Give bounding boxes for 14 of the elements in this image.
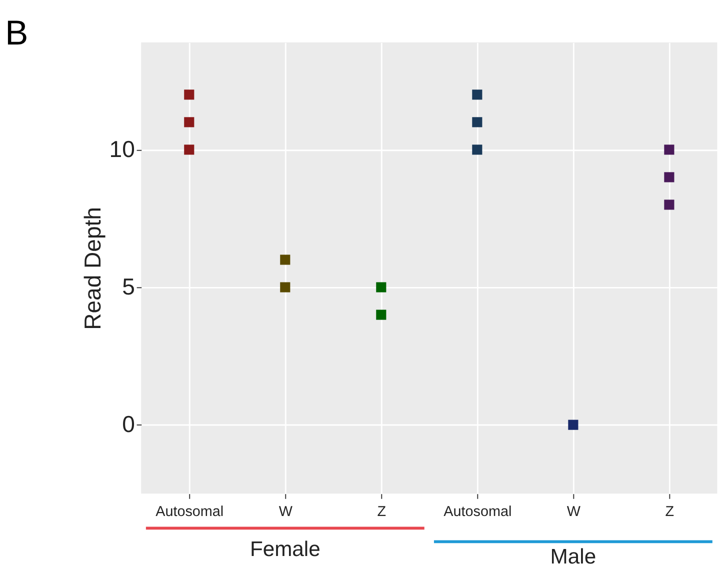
point bbox=[568, 420, 578, 430]
text: Female bbox=[250, 538, 320, 562]
x-tick-label: W bbox=[278, 504, 293, 520]
chart-title: B bbox=[5, 14, 28, 52]
x-tick-label: Z bbox=[665, 504, 674, 520]
text: Male bbox=[550, 546, 596, 569]
x-tick-label: W bbox=[566, 504, 581, 520]
x-tick-label: Autosomal bbox=[444, 504, 512, 520]
y-tick-label: 0 bbox=[122, 411, 135, 438]
y-axis-title: Read Depth bbox=[80, 207, 106, 330]
y-tick-label: 5 bbox=[122, 273, 135, 300]
y-tick-label: 10 bbox=[109, 136, 135, 162]
x-tick-label: Z bbox=[377, 504, 386, 520]
x-tick-label: Autosomal bbox=[156, 504, 224, 520]
